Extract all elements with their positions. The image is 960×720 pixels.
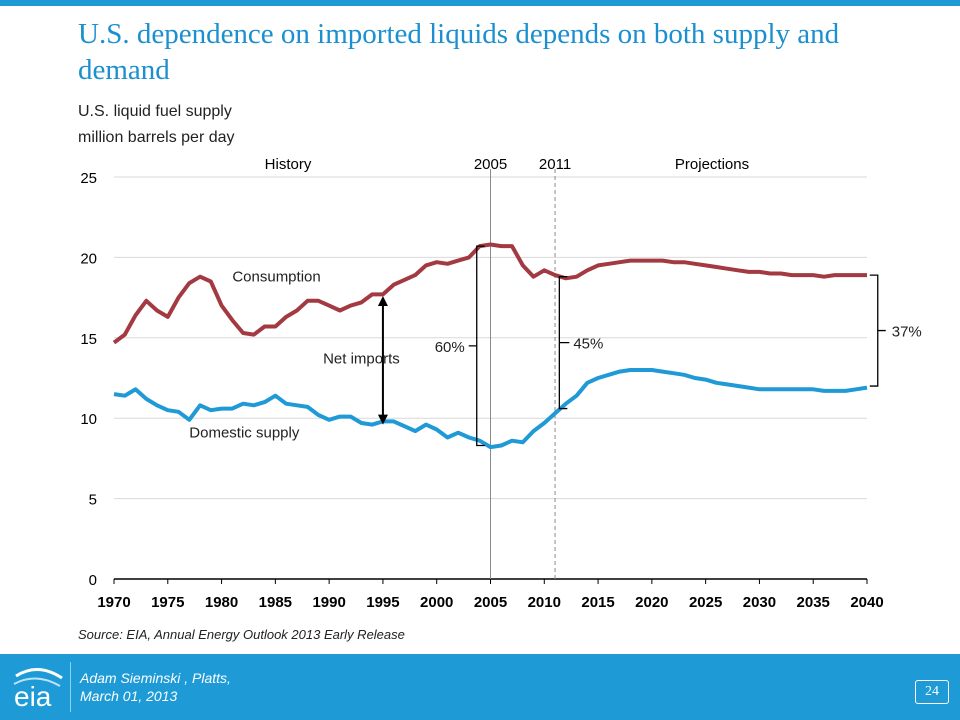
share-2005-label: 60% xyxy=(435,339,465,356)
eia-globe-icon: eia xyxy=(13,668,63,712)
footer-date: March 01, 2013 xyxy=(80,688,178,704)
subtitle-line-1: U.S. liquid fuel supply xyxy=(78,103,232,120)
footer-bar: eia Adam Sieminski , Platts, March 01, 2… xyxy=(0,654,960,720)
y-tick-label: 5 xyxy=(89,492,97,509)
source-note: Source: EIA, Annual Energy Outlook 2013 … xyxy=(78,627,405,642)
series-line-domestic-supply xyxy=(113,368,868,450)
x-tick-label: 1970 xyxy=(97,594,130,611)
share-2040-label: 37% xyxy=(892,324,922,341)
x-tick-label: 2010 xyxy=(528,594,561,611)
y-tick-label: 20 xyxy=(80,250,97,267)
share-2011-bracket xyxy=(558,276,570,410)
net-imports-label: Net imports xyxy=(323,351,400,368)
projections-label: Projections xyxy=(675,156,749,173)
series-line-consumption xyxy=(112,242,867,345)
net-imports-arrow-head-up xyxy=(377,295,388,306)
marker-label-2005: 2005 xyxy=(474,156,507,173)
page-number: 24 xyxy=(915,680,949,704)
chart-subtitle: U.S. liquid fuel supply million barrels … xyxy=(78,99,235,151)
share-2011-label: 45% xyxy=(573,336,603,353)
consumption-label: Consumption xyxy=(232,269,320,286)
y-tick-label: 10 xyxy=(80,411,97,428)
logo-separator xyxy=(70,662,71,712)
x-tick-label: 2035 xyxy=(797,594,830,611)
x-tick-label: 2015 xyxy=(581,594,614,611)
eia-logo: eia xyxy=(10,666,68,712)
y-tick-label: 15 xyxy=(80,331,97,348)
x-tick-label: 2000 xyxy=(420,594,453,611)
history-label: History xyxy=(265,156,312,173)
x-tick-label: 1995 xyxy=(366,594,399,611)
x-tick-label: 2005 xyxy=(474,594,507,611)
footer-credit: Adam Sieminski , Platts, March 01, 2013 xyxy=(80,669,231,705)
x-tick-label: 1980 xyxy=(205,594,238,611)
slide-title: U.S. dependence on imported liquids depe… xyxy=(78,18,840,86)
share-2040-bracket xyxy=(869,274,886,387)
x-tick-label: 1985 xyxy=(259,594,292,611)
subtitle-line-2: million barrels per day xyxy=(78,129,235,146)
x-tick-label: 2030 xyxy=(743,594,776,611)
logo-text: eia xyxy=(14,681,52,712)
x-tick-label: 2020 xyxy=(635,594,668,611)
domestic-supply-label: Domestic supply xyxy=(189,424,300,441)
marker-label-2011: 2011 xyxy=(539,156,571,173)
x-tick-label: 1990 xyxy=(312,594,345,611)
x-tick-label: 2025 xyxy=(689,594,722,611)
top-accent-bar xyxy=(0,0,960,6)
net-imports-arrow-head-down xyxy=(377,414,388,425)
x-tick-label: 1975 xyxy=(151,594,184,611)
y-tick-label: 0 xyxy=(89,572,97,589)
share-2005-bracket xyxy=(468,245,485,447)
x-tick-label: 2040 xyxy=(850,594,883,611)
footer-author: Adam Sieminski , Platts, xyxy=(80,670,231,686)
y-tick-label: 25 xyxy=(80,170,97,187)
